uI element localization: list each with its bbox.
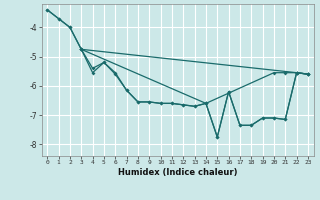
X-axis label: Humidex (Indice chaleur): Humidex (Indice chaleur) — [118, 168, 237, 177]
